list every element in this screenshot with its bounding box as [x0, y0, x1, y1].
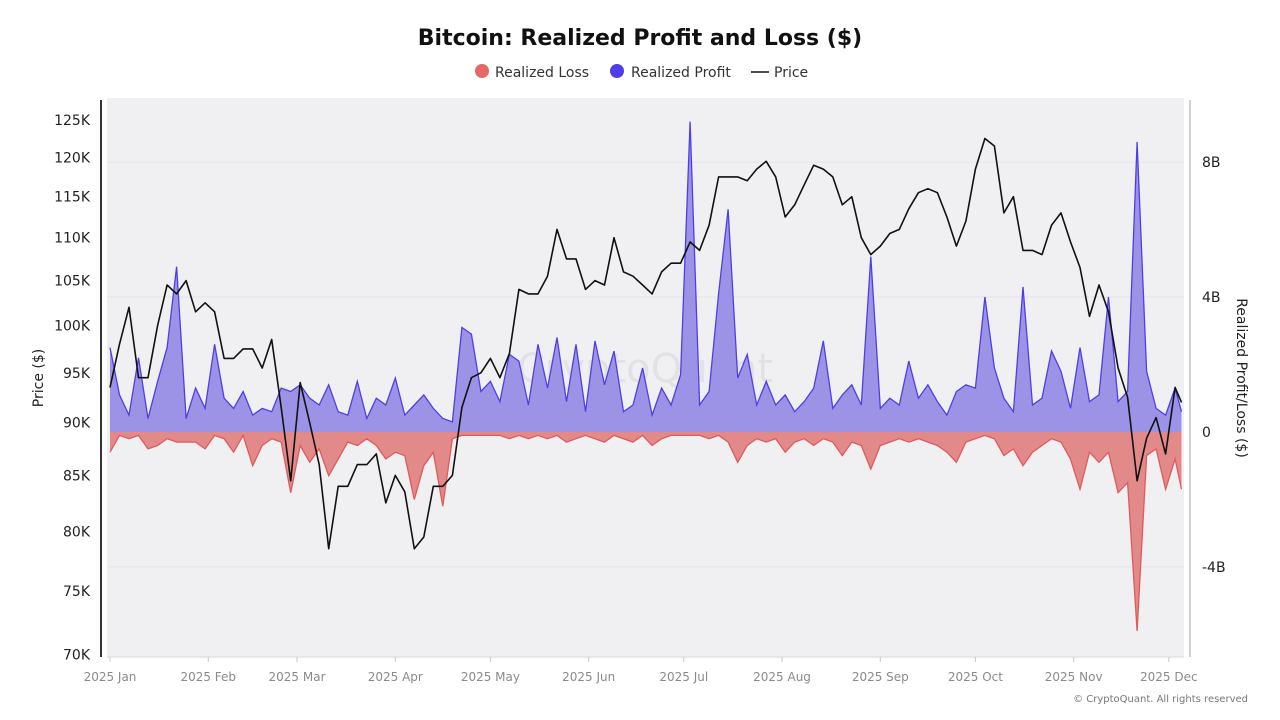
right-tick-label: 0 [1202, 425, 1211, 441]
copyright-credit: © CryptoQuant. All rights reserved [1073, 694, 1248, 705]
left-axis-label: Price ($) [31, 349, 47, 407]
legend-marker-realized-profit [610, 64, 624, 78]
left-tick-label: 75K [63, 584, 91, 600]
left-tick-label: 120K [54, 150, 91, 166]
right-tick-label: 4B [1202, 290, 1221, 306]
left-tick-label: 90K [63, 416, 91, 432]
realized-loss-area [110, 431, 1182, 631]
realized-profit-area [110, 121, 1182, 432]
legend-label-realized-loss: Realized Loss [495, 65, 589, 81]
legend-label-realized-profit: Realized Profit [631, 65, 731, 81]
legend-label-price: Price [774, 65, 808, 81]
x-tick-label: 2025 Mar [269, 670, 326, 684]
left-tick-label: 115K [54, 190, 91, 206]
left-tick-label: 100K [54, 319, 91, 335]
left-tick-label: 85K [63, 468, 91, 484]
x-tick-label: 2025 Feb [180, 670, 236, 684]
series-marks [109, 121, 1183, 632]
right-tick-label: -4B [1202, 560, 1226, 576]
left-tick-label: 125K [54, 113, 91, 129]
left-tick-label: 110K [54, 231, 91, 247]
legend-item-realized-loss[interactable]: Realized Loss [475, 64, 589, 81]
x-tick-label: 2025 Apr [368, 670, 423, 684]
price-line [109, 137, 1183, 550]
plot-area [107, 98, 1184, 657]
realized-profit-line [109, 121, 1183, 423]
legend-item-realized-profit[interactable]: Realized Profit [610, 64, 731, 81]
left-tick-label: 80K [63, 524, 91, 540]
x-tick-label: 2025 May [461, 670, 520, 684]
right-tick-label: 8B [1202, 155, 1221, 171]
legend: Realized Loss Realized Profit Price [475, 64, 808, 81]
left-tick-label: 95K [63, 366, 91, 382]
legend-marker-realized-loss [475, 64, 489, 78]
x-tick-label: 2025 Sep [852, 670, 909, 684]
left-tick-label: 70K [63, 647, 91, 663]
right-axis-label: Realized Profit/Loss ($) [1233, 298, 1249, 458]
x-tick-label: 2025 Aug [753, 670, 811, 684]
x-tick-label: 2025 Oct [948, 670, 1003, 684]
legend-item-price[interactable]: Price [751, 65, 808, 81]
x-tick-label: 2025 Nov [1045, 670, 1103, 684]
left-tick-label: 105K [54, 274, 91, 290]
axes: 8B 4B 0 -4B 125K 120K 115K 110K 105K 100K 95K 90K 85… [54, 113, 1225, 684]
gridlines [107, 161, 1184, 568]
x-tick-label: 2025 Jan [84, 670, 137, 684]
realized-loss-line [109, 433, 1183, 632]
x-tick-label: 2025 Dec [1140, 670, 1198, 684]
chart-title: Bitcoin: Realized Profit and Loss ($) [418, 26, 862, 51]
x-tick-label: 2025 Jul [659, 670, 708, 684]
x-tick-label: 2025 Jun [562, 670, 615, 684]
